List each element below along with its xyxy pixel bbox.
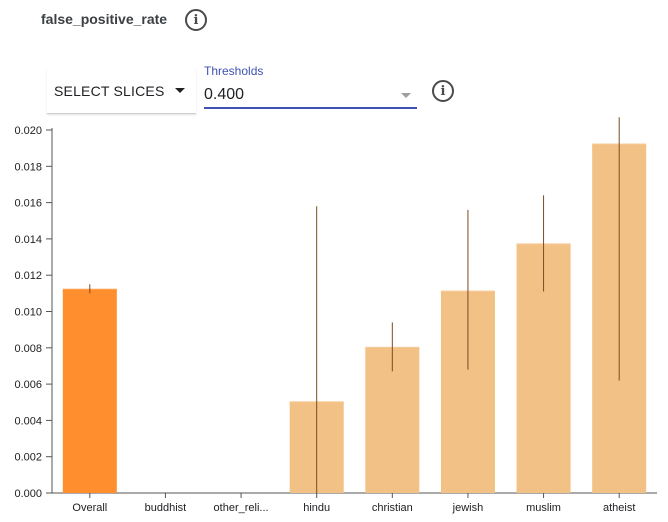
bar [62,289,117,493]
threshold-underline [204,107,417,109]
y-tick-label: 0.018 [14,161,42,173]
y-tick-label: 0.006 [14,379,42,391]
x-tick-label: jewish [452,502,484,514]
threshold-info-icon[interactable]: i [432,80,454,102]
metric-title: false_positive_rate [41,11,168,27]
y-tick-label: 0.020 [14,125,42,137]
y-tick-label: 0.016 [14,198,42,210]
x-tick-label: atheist [603,502,635,514]
threshold-select[interactable]: Thresholds 0.400 [204,64,417,110]
y-tick-label: 0.004 [14,415,42,427]
y-tick-label: 0.008 [14,343,42,355]
x-tick-label: Overall [72,502,107,514]
bar [365,347,420,493]
info-icon[interactable]: i [185,9,207,31]
y-tick-label: 0.014 [14,234,42,246]
x-tick-label: christian [372,502,413,514]
x-tick-label: other_reli... [214,502,269,514]
y-tick-label: 0.000 [14,488,42,500]
threshold-label: Thresholds [204,64,264,78]
y-tick-label: 0.002 [14,452,42,464]
x-tick-label: buddhist [145,502,187,514]
x-tick-label: hindu [303,502,330,514]
chevron-down-icon [401,93,411,98]
dropdown-caret-icon [174,88,185,93]
threshold-value: 0.400 [204,86,245,103]
y-tick-label: 0.010 [14,307,42,319]
select-slices-button[interactable]: SELECT SLICES [47,68,196,114]
select-slices-label: SELECT SLICES [54,82,165,99]
y-tick-label: 0.012 [14,270,42,282]
x-tick-label: muslim [526,502,561,514]
